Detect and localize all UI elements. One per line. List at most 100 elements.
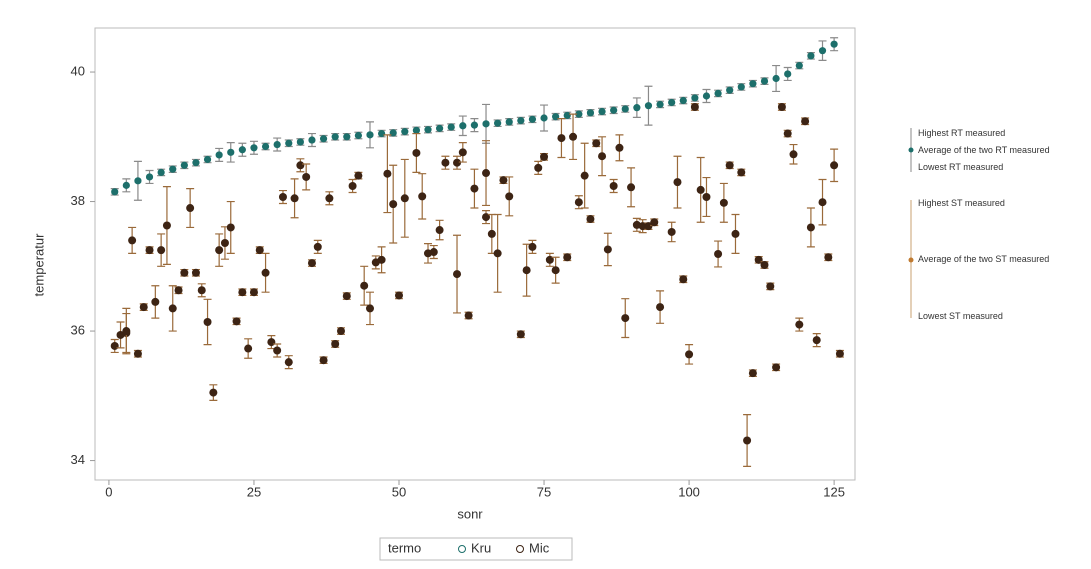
point bbox=[673, 178, 682, 187]
point bbox=[273, 346, 282, 355]
point bbox=[737, 168, 746, 177]
point bbox=[777, 103, 786, 112]
point bbox=[110, 341, 119, 350]
point bbox=[487, 229, 496, 238]
point bbox=[586, 109, 595, 117]
point bbox=[436, 124, 444, 132]
point bbox=[435, 226, 444, 235]
point bbox=[830, 161, 839, 170]
point bbox=[743, 436, 752, 445]
plot-frame bbox=[94, 27, 856, 481]
point bbox=[348, 182, 357, 191]
point bbox=[540, 152, 549, 161]
point bbox=[284, 358, 293, 367]
point bbox=[650, 218, 659, 227]
point bbox=[760, 77, 769, 85]
point bbox=[609, 182, 618, 191]
point bbox=[638, 222, 647, 231]
point bbox=[783, 129, 792, 138]
point bbox=[835, 349, 844, 358]
point bbox=[575, 110, 583, 118]
point bbox=[760, 261, 769, 270]
point bbox=[598, 152, 607, 161]
point bbox=[307, 259, 316, 268]
point bbox=[139, 303, 148, 312]
point bbox=[174, 286, 183, 295]
point bbox=[249, 288, 258, 297]
point bbox=[226, 223, 235, 232]
point bbox=[395, 291, 403, 300]
point bbox=[580, 171, 589, 180]
point bbox=[784, 70, 792, 78]
legend-box bbox=[379, 537, 573, 561]
point bbox=[319, 135, 328, 143]
point bbox=[343, 133, 351, 141]
point bbox=[128, 236, 137, 245]
point bbox=[586, 215, 595, 224]
point bbox=[191, 268, 200, 277]
x-tick-label: 25 bbox=[247, 484, 261, 499]
point bbox=[354, 171, 363, 180]
legend-rt-dot bbox=[908, 147, 914, 153]
point bbox=[360, 281, 369, 290]
point bbox=[261, 268, 270, 277]
annotation: Average of the two RT measured bbox=[918, 145, 1050, 155]
point bbox=[255, 246, 264, 255]
legend-symbol bbox=[516, 545, 524, 553]
point bbox=[273, 140, 281, 149]
point bbox=[806, 223, 815, 232]
point bbox=[336, 327, 345, 336]
point bbox=[702, 92, 711, 100]
point bbox=[383, 169, 392, 178]
point bbox=[789, 150, 798, 159]
point bbox=[389, 129, 397, 137]
point bbox=[656, 303, 665, 312]
y-tick-label: 38 bbox=[71, 193, 85, 208]
point bbox=[122, 327, 131, 336]
point bbox=[615, 143, 624, 152]
point bbox=[418, 192, 427, 201]
point bbox=[453, 270, 462, 279]
point bbox=[714, 89, 722, 98]
point bbox=[111, 188, 119, 196]
point bbox=[319, 356, 328, 365]
point bbox=[633, 104, 641, 112]
point bbox=[238, 288, 247, 297]
point bbox=[552, 113, 560, 121]
point bbox=[342, 292, 351, 301]
point bbox=[122, 181, 130, 189]
point bbox=[354, 131, 362, 140]
point bbox=[458, 148, 467, 157]
point bbox=[134, 177, 142, 185]
point bbox=[685, 350, 694, 359]
point bbox=[725, 161, 734, 170]
point bbox=[331, 133, 339, 141]
point bbox=[308, 136, 316, 144]
point bbox=[656, 100, 664, 109]
point bbox=[563, 253, 572, 262]
point bbox=[569, 132, 578, 141]
point bbox=[365, 304, 374, 313]
point bbox=[627, 183, 636, 192]
point bbox=[267, 338, 276, 347]
legend-title: termo bbox=[388, 540, 421, 555]
x-tick-label: 75 bbox=[537, 484, 551, 499]
point bbox=[679, 275, 688, 284]
annotation: Average of the two ST measured bbox=[918, 254, 1050, 264]
point bbox=[244, 344, 253, 353]
point bbox=[482, 169, 491, 178]
x-tick-label: 125 bbox=[823, 484, 845, 499]
point bbox=[429, 248, 438, 257]
point bbox=[702, 193, 711, 202]
point bbox=[470, 184, 479, 193]
point bbox=[621, 105, 629, 113]
point bbox=[203, 155, 212, 164]
point bbox=[278, 193, 287, 202]
point bbox=[197, 286, 206, 295]
point bbox=[801, 117, 810, 126]
point bbox=[644, 222, 653, 231]
point bbox=[168, 304, 177, 313]
point bbox=[505, 118, 513, 126]
annotation: Highest RT measured bbox=[918, 128, 1006, 138]
